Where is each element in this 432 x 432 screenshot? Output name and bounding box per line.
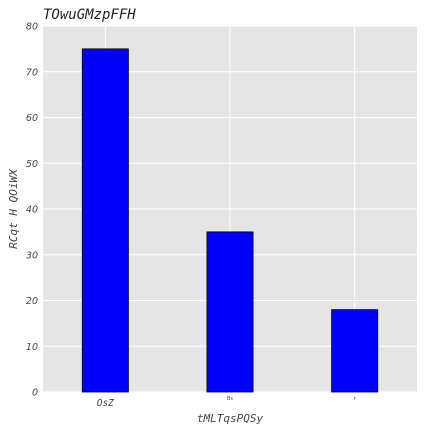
bar xyxy=(331,309,379,393)
x-tick-label: OsZ xyxy=(97,398,114,409)
x-tick-label: Bs xyxy=(227,396,233,402)
y-tick-label: 80 xyxy=(26,22,38,33)
y-tick-label: 40 xyxy=(26,205,38,216)
y-tick-label: 0 xyxy=(32,388,38,399)
y-tick-label: 20 xyxy=(26,296,38,307)
chart-title: TOwuGMzpFFH xyxy=(43,7,136,23)
x-axis-ticks: OsZ Bs r xyxy=(97,396,357,409)
bar xyxy=(206,231,254,393)
bars xyxy=(81,48,379,393)
y-tick-label: 30 xyxy=(26,250,38,261)
bar xyxy=(81,48,129,393)
y-tick-label: 60 xyxy=(26,113,38,124)
y-axis-label: RCqt H QOiWX xyxy=(7,168,20,249)
y-axis-ticks: 0 10 20 30 40 50 60 70 80 xyxy=(26,22,38,399)
y-tick-label: 10 xyxy=(26,342,38,353)
y-tick-label: 70 xyxy=(26,67,38,78)
x-axis-label: tMLTqsPQSy xyxy=(197,412,264,425)
y-tick-label: 50 xyxy=(26,159,38,170)
x-tick-label: r xyxy=(354,396,357,402)
